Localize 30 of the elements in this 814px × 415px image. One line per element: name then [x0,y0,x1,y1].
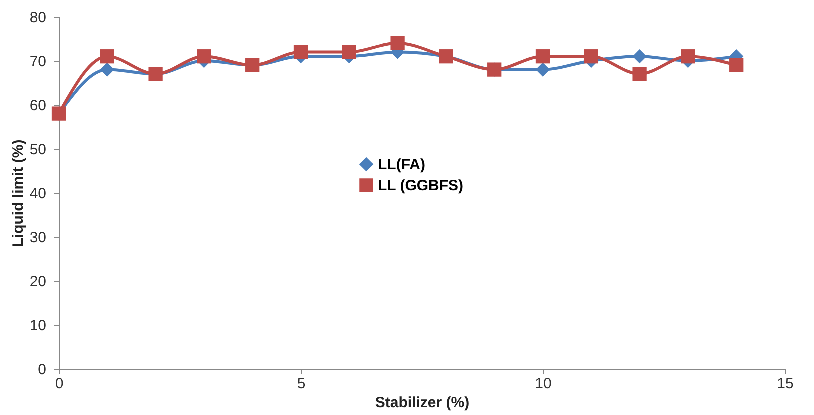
point [584,50,598,64]
y-tick-label: 0 [38,362,46,378]
point [632,67,647,82]
legend-label: LL (GGBFS) [378,178,464,194]
y-axis-title: Liquid limit (%) [10,140,27,248]
point [390,36,405,50]
x-tick-label: 15 [777,376,794,392]
y-tick-label: 10 [30,318,46,334]
point [294,45,308,60]
y-tick-label: 40 [30,186,46,202]
point [342,45,356,60]
point [536,50,550,64]
legend-label: LL(FA) [378,156,426,174]
point [730,58,744,72]
y-tick-label: 20 [30,274,46,290]
point [100,62,114,77]
y-tick-label: 70 [30,54,46,70]
point [632,50,647,64]
y-tick-label: 30 [30,230,46,246]
point [100,50,114,64]
y-tick-label: 50 [30,142,46,158]
point [681,50,696,64]
x-axis-title: Stabilizer (%) [375,394,470,412]
point [197,50,212,64]
x-tick-label: 0 [55,376,64,392]
point [536,62,550,77]
x-tick-label: 10 [535,376,552,392]
y-tick-label: 60 [30,98,46,114]
x-tick-label: 5 [297,376,306,392]
y-tick-label: 80 [30,10,46,26]
